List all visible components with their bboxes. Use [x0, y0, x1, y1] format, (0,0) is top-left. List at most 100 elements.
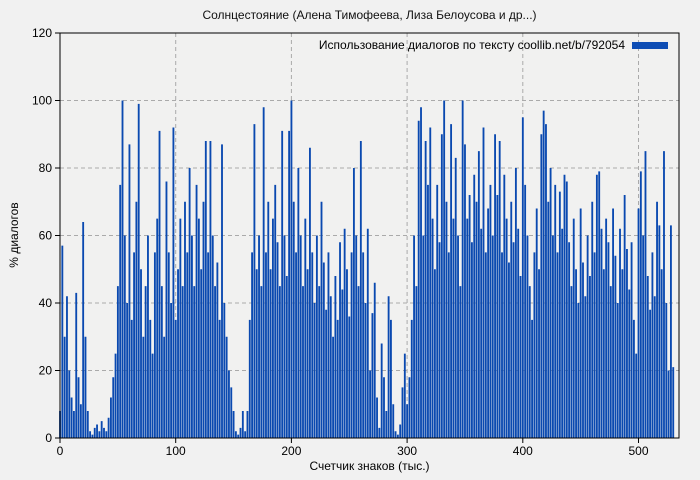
bar [177, 269, 179, 438]
bar [160, 286, 163, 439]
bar [267, 201, 270, 438]
bar [306, 269, 309, 438]
bar [346, 269, 348, 438]
bar [670, 225, 672, 439]
bar [637, 208, 640, 438]
bar [186, 252, 189, 439]
bar [325, 309, 328, 438]
bar [248, 319, 251, 439]
bar [223, 303, 226, 438]
x-tick-label: 300 [397, 444, 417, 458]
bar [427, 184, 429, 439]
bar [450, 124, 453, 439]
bar [584, 296, 587, 438]
bar [126, 303, 129, 438]
bar [61, 245, 64, 439]
bar [408, 377, 411, 438]
bar [119, 184, 122, 439]
y-tick-label: 80 [39, 161, 53, 175]
bar [473, 174, 476, 438]
bar [63, 336, 66, 438]
bar [322, 262, 325, 438]
bar [651, 252, 654, 439]
bar [482, 127, 485, 438]
bar [334, 276, 337, 438]
bar [336, 319, 339, 439]
y-tick-label: 20 [39, 364, 53, 378]
bar [123, 235, 126, 438]
bar [195, 184, 198, 439]
bar [422, 235, 425, 438]
bar [362, 252, 365, 439]
bar [297, 168, 300, 438]
bar [348, 316, 351, 438]
bar [105, 431, 108, 438]
bar [181, 286, 184, 439]
bar [468, 195, 471, 438]
bar [153, 252, 156, 439]
bar [343, 228, 346, 438]
x-tick-label: 100 [166, 444, 186, 458]
bar [292, 201, 295, 438]
bar [239, 427, 242, 439]
bar [352, 168, 355, 438]
bar [91, 434, 94, 439]
bar [265, 252, 267, 439]
bar [547, 201, 550, 438]
bar [179, 218, 182, 439]
bar [521, 117, 524, 439]
bar [86, 411, 89, 438]
bar [593, 252, 596, 439]
bar [586, 235, 589, 438]
bar [82, 222, 85, 438]
bar [121, 100, 124, 438]
bar [649, 309, 652, 438]
bar [514, 168, 517, 438]
bar [447, 252, 450, 439]
bar [533, 252, 536, 439]
bar [167, 252, 170, 439]
bar [489, 184, 492, 439]
bar [554, 184, 557, 439]
bar [290, 100, 293, 438]
bar [357, 286, 360, 439]
bar [211, 235, 214, 438]
bar [276, 242, 279, 438]
bar [281, 130, 284, 439]
bar [656, 201, 658, 438]
bar [320, 201, 323, 438]
bar [487, 208, 490, 438]
bar [461, 100, 464, 438]
bar [116, 286, 119, 439]
bar [413, 235, 415, 438]
bar [70, 397, 73, 438]
bar [260, 286, 263, 439]
bar [299, 235, 302, 438]
bar [591, 201, 594, 438]
bar [258, 235, 260, 438]
bar [355, 235, 358, 438]
bar [230, 387, 233, 439]
bar [385, 411, 388, 438]
chart-title: Солнцестояние (Алена Тимофеева, Лиза Бел… [202, 8, 537, 22]
bar [184, 201, 186, 438]
bar [170, 303, 173, 438]
bar [251, 252, 254, 439]
bar [417, 120, 420, 438]
bar [165, 181, 168, 438]
bar [619, 228, 621, 438]
y-tick-label: 40 [39, 296, 53, 310]
bar [457, 235, 459, 438]
bar [540, 134, 543, 438]
bar [660, 269, 663, 438]
bar [415, 286, 418, 439]
bar [623, 195, 626, 438]
x-tick-label: 0 [57, 444, 64, 458]
bar [667, 370, 670, 438]
bar [431, 218, 434, 439]
bar [66, 296, 68, 438]
bar [237, 434, 240, 439]
bar [193, 286, 196, 439]
bar [589, 276, 591, 438]
bar [151, 353, 154, 439]
